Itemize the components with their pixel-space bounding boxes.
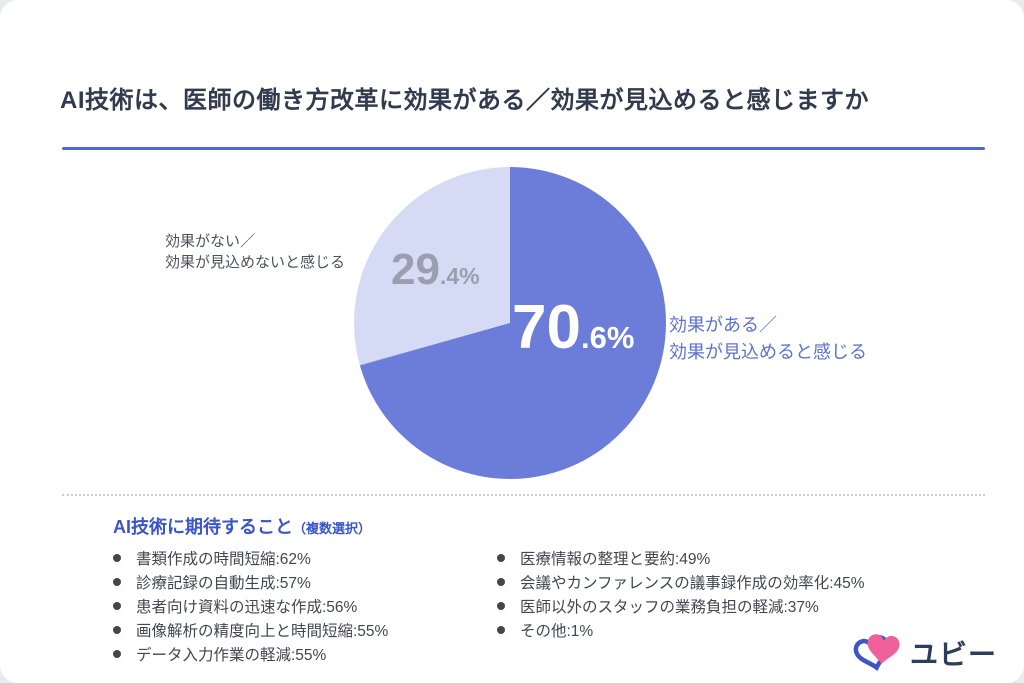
- pie-value-primary-int: 70: [512, 293, 581, 362]
- list-item-text: 書類作成の時間短縮:62%: [136, 551, 311, 568]
- bullet-icon: [113, 578, 121, 586]
- list-item-text: 患者向け資料の迅速な作成:56%: [136, 599, 358, 616]
- label-no-effect-line2: 効果が見込めないと感じる: [165, 254, 346, 271]
- pie-value-primary: 70.6%: [512, 297, 634, 359]
- list-item-text: 医療情報の整理と要約:49%: [520, 551, 711, 568]
- pie-value-secondary-frac: .4%: [439, 263, 480, 289]
- heart-icon: [851, 630, 901, 676]
- section-divider: [62, 494, 985, 496]
- bullet-icon: [113, 554, 121, 562]
- list-item-text: その他:1%: [520, 623, 594, 640]
- list-item: 書類作成の時間短縮:62%: [113, 546, 388, 570]
- pie-value-secondary: 29.4%: [391, 248, 480, 292]
- label-no-effect-line1: 効果がない／: [165, 233, 256, 250]
- list-item: 診療記録の自動生成:57%: [113, 570, 388, 594]
- pie-chart: [354, 167, 666, 479]
- list-item: 医師以外のスタッフの業務負担の軽減:37%: [497, 594, 865, 618]
- label-effect: 効果がある／ 効果が見込めると感じる: [669, 312, 867, 366]
- bullet-icon: [497, 602, 505, 610]
- list-item: 患者向け資料の迅速な作成:56%: [113, 594, 388, 618]
- list-item: 画像解析の精度向上と時間短縮:55%: [113, 618, 388, 642]
- list-item: データ入力作業の軽減:55%: [113, 642, 388, 666]
- list-item: 医療情報の整理と要約:49%: [497, 546, 865, 570]
- title-underline: [62, 147, 985, 150]
- list-item-text: 診療記録の自動生成:57%: [136, 575, 311, 592]
- expectations-list-right: 医療情報の整理と要約:49% 会議やカンファレンスの議事録作成の効率化:45% …: [497, 546, 865, 642]
- label-effect-line2: 効果が見込めると感じる: [669, 342, 867, 362]
- bullet-icon: [113, 626, 121, 634]
- page-title: AI技術は、医師の働き方改革に効果がある／効果が見込めると感じますか: [60, 87, 869, 114]
- expectations-heading-note: （複数選択）: [293, 521, 372, 536]
- label-effect-line1: 効果がある／: [669, 315, 777, 335]
- bullet-icon: [497, 626, 505, 634]
- pie-value-primary-frac: .6%: [580, 320, 635, 355]
- bullet-icon: [497, 554, 505, 562]
- list-item: その他:1%: [497, 618, 865, 642]
- bullet-icon: [113, 602, 121, 610]
- expectations-heading-text: AI技術に期待すること: [113, 517, 293, 537]
- list-item-text: データ入力作業の軽減:55%: [136, 647, 327, 664]
- list-item-text: 会議やカンファレンスの議事録作成の効率化:45%: [520, 575, 865, 592]
- pie-value-secondary-int: 29: [391, 245, 440, 294]
- expectations-heading: AI技術に期待すること（複数選択）: [113, 513, 371, 539]
- bullet-icon: [113, 650, 121, 658]
- bullet-icon: [497, 578, 505, 586]
- expectations-list-left: 書類作成の時間短縮:62% 診療記録の自動生成:57% 患者向け資料の迅速な作成…: [113, 546, 388, 666]
- ubie-logo: ユビー: [851, 630, 997, 676]
- list-item: 会議やカンファレンスの議事録作成の効率化:45%: [497, 570, 865, 594]
- label-no-effect: 効果がない／ 効果が見込めないと感じる: [165, 231, 345, 273]
- logo-text: ユビー: [910, 639, 998, 670]
- list-item-text: 画像解析の精度向上と時間短縮:55%: [136, 623, 389, 640]
- list-item-text: 医師以外のスタッフの業務負担の軽減:37%: [520, 599, 819, 616]
